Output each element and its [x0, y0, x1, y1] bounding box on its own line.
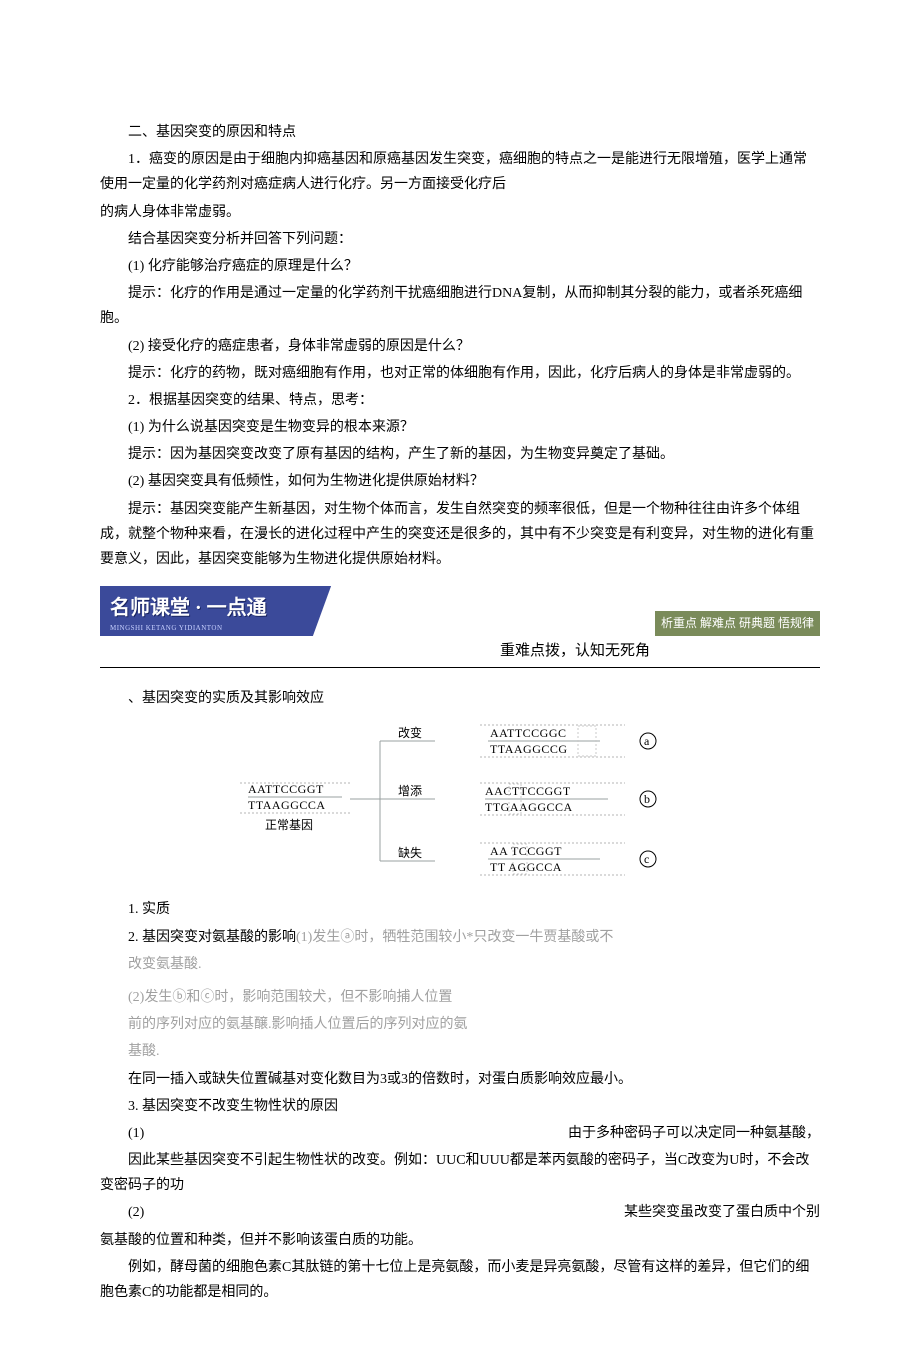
gene-diagram: AATTCCGGT TTAAGGCCA 正常基因 改变 增添 缺失 AATTCC… [230, 721, 690, 891]
essence-heading: 、基因突变的实质及其影响效应 [100, 686, 820, 711]
essence-item-1: 1. 实质 [100, 897, 820, 922]
banner-left-sub: MINGSHI KETANG YIDIANTON [110, 622, 223, 635]
a-bot: TTAAGGCCG [490, 742, 568, 756]
essence-item-2: 2. 基因突变对氨基酸的影响(1)发生ⓐ时，牺牲范围较小*只改变一牛贾基酸或不 [100, 925, 820, 950]
q1-intro-2: 的病人身体非常虚弱。 [100, 200, 820, 225]
item-3-2-right: 某些突变虽改变了蛋白质中个别 [624, 1200, 820, 1225]
tag-b: b [644, 792, 650, 806]
b-top: AACTTCCGGT [485, 784, 571, 798]
c-bot: TT AGGCCA [490, 860, 562, 874]
item-3-example: 例如，酵母菌的细胞色素C其肽链的第十七位上是亮氨酸，而小麦是异亮氨酸，尽管有这样… [100, 1255, 820, 1305]
q2-2: (2) 基因突变具有低频性，如何为生物进化提供原始材料？ [100, 469, 820, 494]
item2-tail: 在同一插入或缺失位置碱基对变化数目为3或3的倍数时，对蛋白质影响效应最小。 [100, 1067, 820, 1092]
item2-grey-2: (2)发生ⓑ和ⓒ时，影响范围较犬，但不影响捕人位置 [100, 985, 820, 1010]
essence-item-3: 3. 基因突变不改变生物性状的原因 [100, 1094, 820, 1119]
normal-top: AATTCCGGT [248, 782, 324, 796]
item-3-1-cont: 因此某些基因突变不引起生物性状的改变。例如：UUC和UUU都是苯丙氨酸的密码子，… [100, 1148, 820, 1198]
item2-grey-3: 前的序列对应的氨基醸.影响插人位置后的序列对应的氨 [100, 1012, 820, 1037]
item-3-2-row: (2) 某些突变虽改变了蛋白质中个别 [100, 1200, 820, 1225]
q2-1: (1) 为什么说基因突变是生物变异的根本来源？ [100, 415, 820, 440]
q1-2: (2) 接受化疗的癌症患者，身体非常虚弱的原因是什么？ [100, 334, 820, 359]
banner-left: 名师课堂 · 一点通 MINGSHI KETANG YIDIANTON [100, 586, 340, 636]
item2-grey-1: (1)发生ⓐ时，牺牲范围较小*只改变一牛贾基酸或不 [296, 930, 613, 945]
banner-right: 析重点 解难点 研典题 悟规律 [655, 611, 820, 637]
item2-grey-4: 基酸. [100, 1039, 820, 1064]
normal-bot: TTAAGGCCA [248, 798, 326, 812]
q1-intro-1: 1．癌变的原因是由于细胞内抑癌基因和原癌基因发生突变，癌细胞的特点之一是能进行无… [100, 147, 820, 197]
banner-caption-line: 重难点拨，认知无死角 [100, 638, 820, 668]
tag-c: c [644, 852, 649, 866]
q2-1-hint: 提示：因为基因突变改变了原有基因的结构，产生了新的基因，为生物变异奠定了基础。 [100, 442, 820, 467]
item-3-2-cont: 氨基酸的位置和种类，但并不影响该蛋白质的功能。 [100, 1228, 820, 1253]
section-2-title: 二、基因突变的原因和特点 [100, 120, 820, 145]
item-3-1-row: (1) 由于多种密码子可以决定同一种氨基酸， [100, 1121, 820, 1146]
q2-intro: 2．根据基因突变的结果、特点，思考： [100, 388, 820, 413]
item-3-1-left: (1) [100, 1121, 144, 1146]
gene-diagram-wrap: AATTCCGGT TTAAGGCCA 正常基因 改变 增添 缺失 AATTCC… [100, 721, 820, 891]
tag-a: a [644, 734, 650, 748]
item2-pre: 2. 基因突变对氨基酸的影响 [128, 930, 296, 945]
q1-lead: 结合基因突变分析并回答下列问题： [100, 227, 820, 252]
q1-2-hint: 提示：化疗的药物，既对癌细胞有作用，也对正常的体细胞有作用，因此，化疗后病人的身… [100, 361, 820, 386]
c-top: AA TCCGGT [490, 844, 562, 858]
item2-grey-1b: 改变氨基酸. [100, 952, 820, 977]
label-delete: 缺失 [398, 845, 422, 860]
q1-1-hint: 提示：化疗的作用是通过一定量的化学药剂干扰癌细胞进行DNA复制，从而抑制其分裂的… [100, 281, 820, 331]
label-insert: 增添 [398, 784, 422, 798]
item-3-2-left: (2) [100, 1200, 144, 1225]
b-bot: TTGAAGGCCA [485, 800, 573, 814]
label-change: 改变 [398, 725, 422, 740]
normal-label: 正常基因 [265, 818, 313, 832]
item-3-1-right: 由于多种密码子可以决定同一种氨基酸， [568, 1121, 820, 1146]
q2-2-hint: 提示：基因突变能产生新基因，对生物个体而言，发生自然突变的频率很低，但是一个物种… [100, 497, 820, 573]
banner-caption: 重难点拨，认知无死角 [330, 638, 820, 665]
q1-1: (1) 化疗能够治疗癌症的原理是什么？ [100, 254, 820, 279]
banner-row: 名师课堂 · 一点通 MINGSHI KETANG YIDIANTON 析重点 … [100, 586, 820, 636]
a-top: AATTCCGGC [490, 726, 567, 740]
